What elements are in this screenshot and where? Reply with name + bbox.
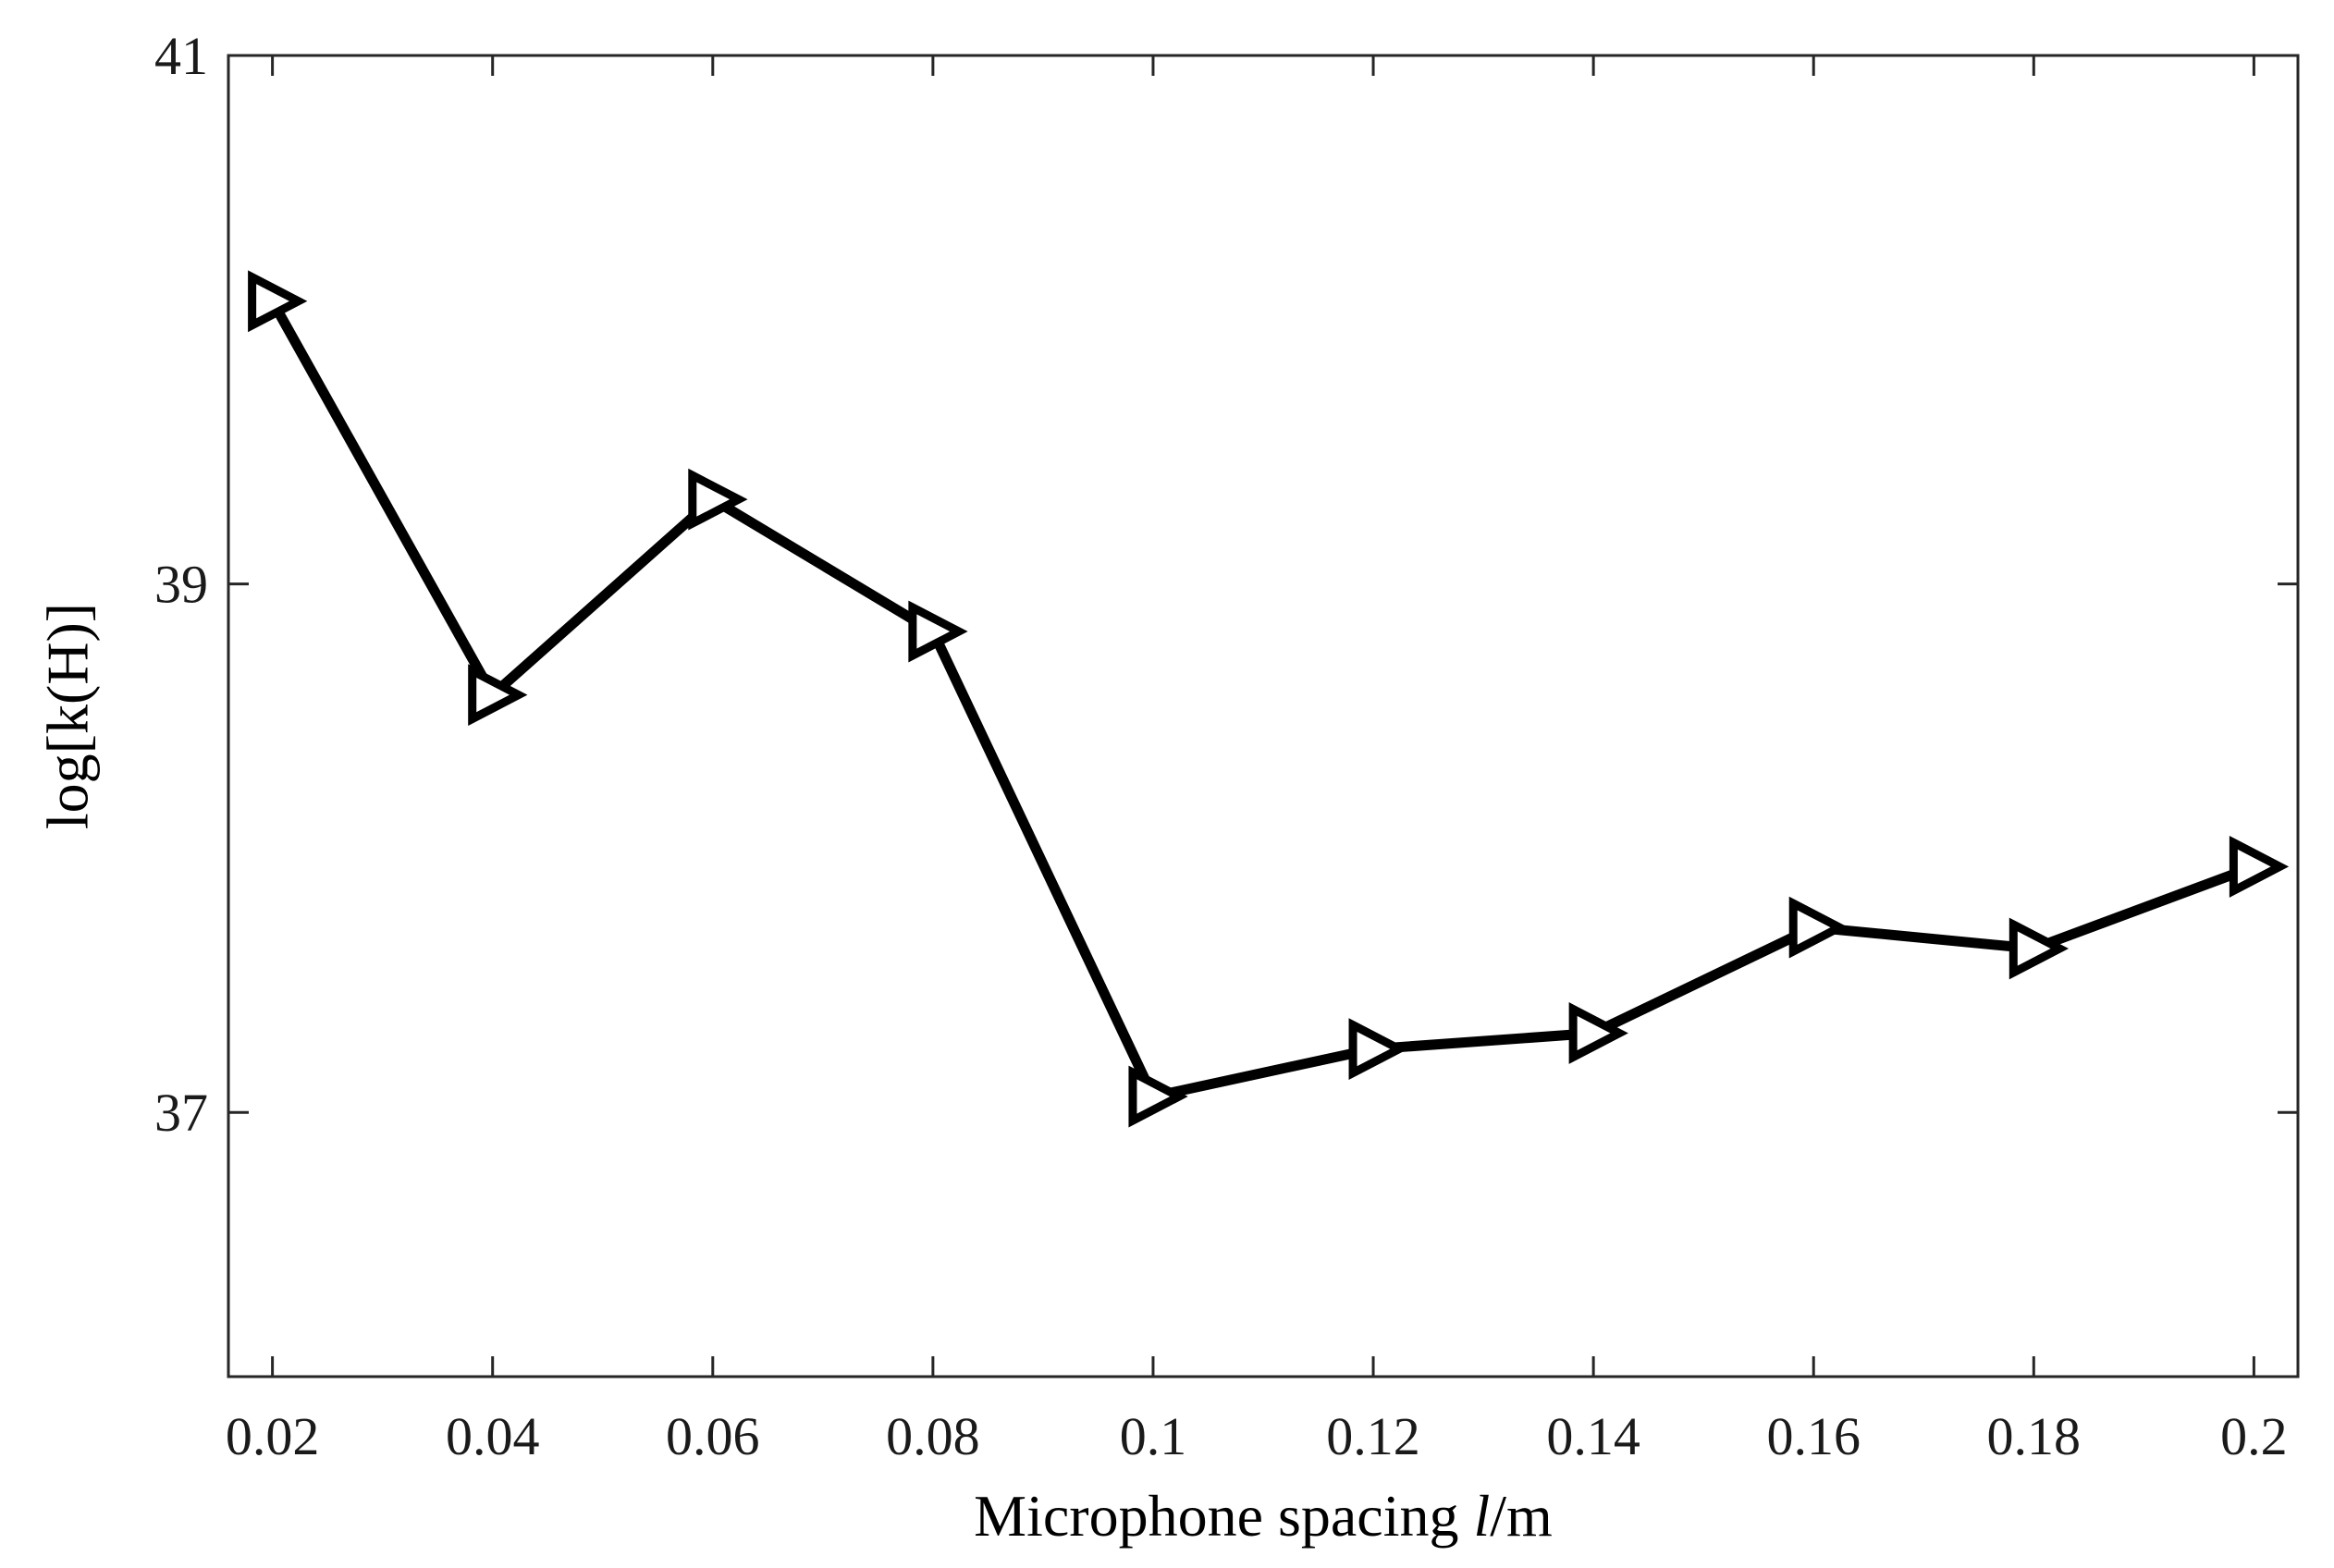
data-point-marker [248, 270, 308, 333]
data-point-marker [2008, 917, 2070, 980]
x-tick-label: 0.16 [1766, 1406, 1861, 1466]
x-tick-label: 0.2 [2220, 1406, 2288, 1466]
x-tick-label: 0.02 [226, 1406, 320, 1466]
y-tick-label: 41 [154, 26, 208, 86]
y-tick-label: 39 [154, 555, 208, 615]
data-series [248, 270, 2290, 1128]
data-point-marker [468, 664, 528, 727]
data-point-marker [1568, 1002, 1628, 1064]
x-tick-label: 0.12 [1326, 1406, 1420, 1466]
x-tick-label: 0.08 [886, 1406, 980, 1466]
axis-labels: Microphone spacing l/m log[k(H)] [35, 603, 1553, 1549]
data-point-marker [2229, 835, 2290, 898]
data-point-marker [1348, 1018, 1408, 1081]
data-point-marker [908, 600, 968, 663]
x-tick-label: 0.14 [1546, 1406, 1640, 1466]
x-axis-title-suffix: /m [1490, 1483, 1553, 1549]
ticks: 0.02 0.04 0.06 0.08 0.1 0.12 0.14 0.16 0.18 0.2 37… [154, 26, 2298, 1466]
data-point-marker [1788, 896, 1849, 959]
y-tick-label: 37 [154, 1083, 208, 1143]
data-point-marker [1128, 1065, 1188, 1128]
x-tick-label: 0.18 [1987, 1406, 2082, 1466]
y-axis-title: log[k(H)] [35, 603, 101, 829]
data-point-marker [688, 468, 748, 531]
series-line [267, 296, 2259, 1102]
axes [227, 54, 2300, 1378]
x-axis-title: Microphone spacing l/m [974, 1483, 1553, 1549]
plot-frame [227, 54, 2300, 1378]
x-axis-title-prefix: Microphone spacing [974, 1483, 1473, 1549]
x-tick-label: 0.1 [1120, 1406, 1187, 1466]
x-tick-label: 0.04 [446, 1406, 540, 1466]
x-axis-title-italic: l [1473, 1483, 1490, 1549]
x-tick-label: 0.06 [666, 1406, 760, 1466]
